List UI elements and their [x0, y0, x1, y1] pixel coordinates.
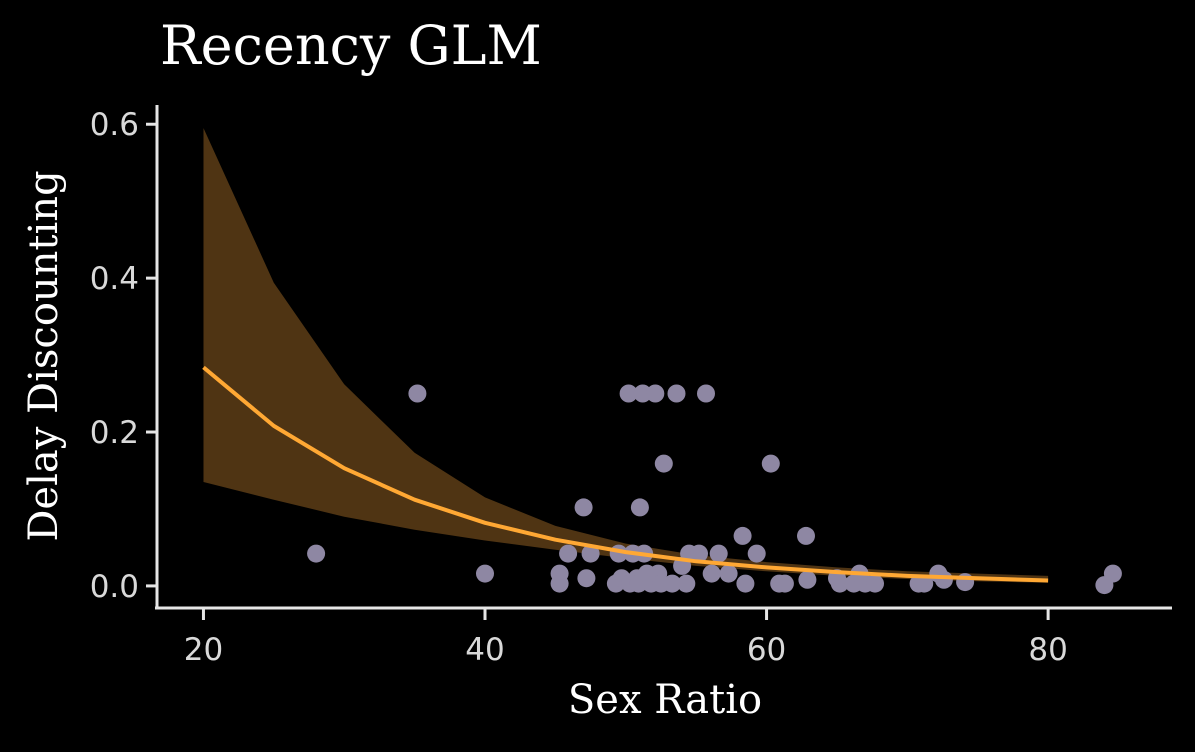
y-tick-label: 0.4 — [90, 261, 139, 297]
confidence-ribbon — [203, 128, 1049, 583]
data-point — [663, 574, 682, 593]
data-point — [574, 498, 593, 517]
data-point — [1103, 564, 1122, 583]
data-point — [550, 574, 569, 593]
data-point — [476, 564, 494, 583]
data-point — [761, 454, 780, 473]
data-point — [408, 384, 427, 403]
data-point — [702, 564, 721, 583]
data-point — [830, 574, 849, 593]
data-point — [559, 544, 578, 563]
y-tick-label: 0.0 — [90, 569, 139, 605]
data-point — [747, 544, 766, 563]
data-point — [307, 544, 326, 563]
y-tick-label: 0.2 — [90, 415, 139, 451]
data-point — [798, 570, 817, 589]
fit-line — [202, 365, 1049, 583]
data-point — [866, 574, 884, 593]
data-point — [633, 384, 652, 403]
data-point — [797, 526, 815, 545]
data-point — [630, 498, 649, 517]
y-axis-label: Delay Discounting — [21, 170, 67, 541]
data-point — [581, 544, 600, 563]
y-tick-label: 0.6 — [90, 107, 139, 143]
x-tick-label: 20 — [184, 632, 223, 668]
data-point — [736, 574, 755, 593]
data-point — [719, 564, 738, 583]
data-point — [697, 384, 715, 403]
x-axis-ticks: 20 40 60 80 — [184, 609, 1068, 668]
data-point — [677, 574, 696, 593]
data-point — [619, 384, 638, 403]
data-point — [577, 569, 596, 588]
x-tick-label: 80 — [1028, 632, 1067, 668]
data-point — [654, 454, 673, 473]
data-point — [690, 544, 708, 563]
data-point — [709, 544, 728, 563]
data-point — [733, 526, 752, 545]
data-point — [775, 574, 794, 593]
x-axis-label: Sex Ratio — [568, 677, 762, 723]
data-point — [667, 384, 686, 403]
y-axis-ticks: 0.0 0.2 0.4 0.6 — [90, 107, 157, 605]
x-tick-label: 60 — [747, 632, 786, 668]
data-point — [915, 574, 934, 593]
data-point — [646, 384, 665, 403]
data-point — [934, 570, 953, 589]
chart-title: Recency GLM — [160, 14, 542, 77]
fit-line-layer — [202, 365, 1049, 583]
confidence-ribbon-layer — [203, 128, 1049, 583]
x-tick-label: 40 — [465, 632, 504, 668]
